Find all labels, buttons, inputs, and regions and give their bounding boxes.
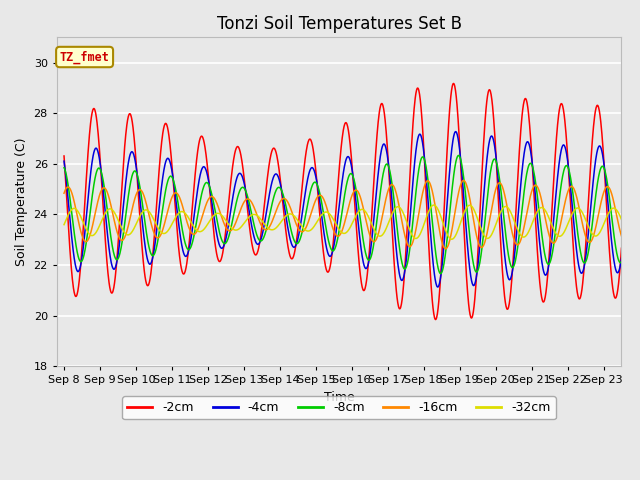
Y-axis label: Soil Temperature (C): Soil Temperature (C) xyxy=(15,138,28,266)
Title: Tonzi Soil Temperatures Set B: Tonzi Soil Temperatures Set B xyxy=(217,15,461,33)
Text: TZ_fmet: TZ_fmet xyxy=(60,50,109,64)
Legend: -2cm, -4cm, -8cm, -16cm, -32cm: -2cm, -4cm, -8cm, -16cm, -32cm xyxy=(122,396,556,420)
X-axis label: Time: Time xyxy=(324,391,355,404)
